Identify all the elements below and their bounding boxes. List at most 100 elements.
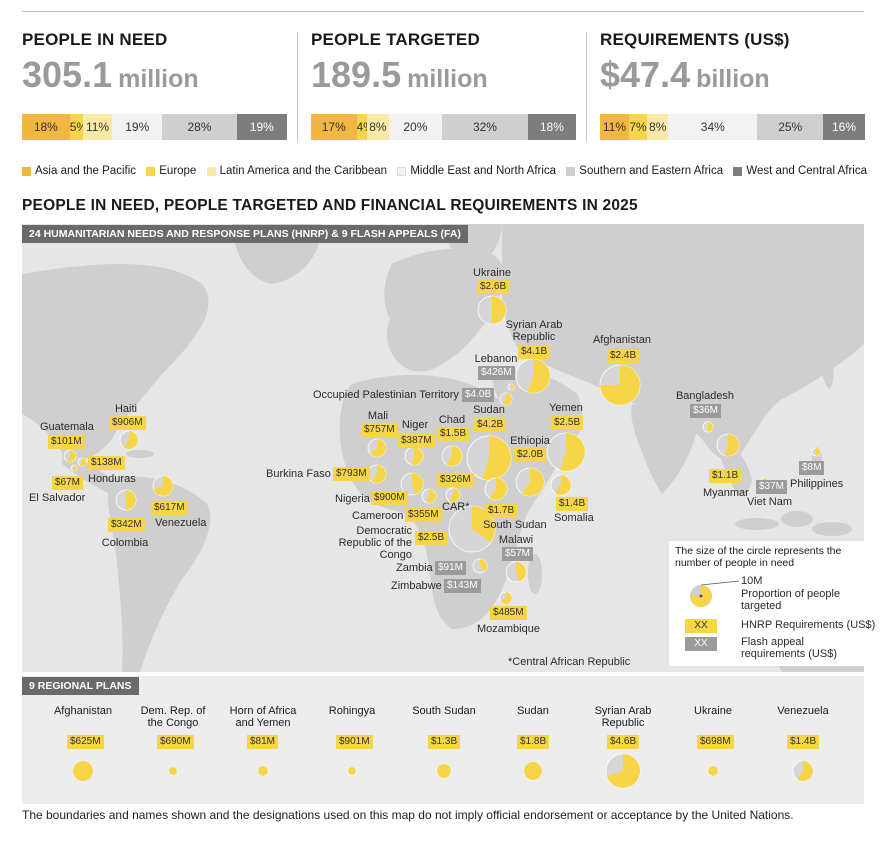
kpi-title: PEOPLE IN NEED bbox=[22, 30, 168, 49]
hnrp-value-sudan: $4.2B bbox=[474, 418, 507, 432]
car-footnote: *Central African Republic bbox=[508, 656, 631, 668]
legend-swatch bbox=[22, 166, 31, 176]
label-afghanistan: Afghanistan bbox=[592, 334, 652, 346]
hnrp-value-myanmar: $1.1B bbox=[709, 469, 742, 483]
fa-value-philippines: $8M bbox=[799, 461, 825, 475]
regional-plan-circle bbox=[72, 760, 94, 782]
top-rule bbox=[22, 11, 864, 12]
regional-section-tag: 9 REGIONAL PLANS bbox=[22, 677, 139, 695]
circle-nigeria bbox=[400, 472, 424, 496]
hnrp-value-burkina: $793M bbox=[333, 467, 370, 481]
circle-afghanistan bbox=[599, 364, 641, 406]
legend-item: Europe bbox=[146, 165, 196, 177]
circle-sudan bbox=[466, 435, 512, 481]
legend-hnrp-swatch: XX bbox=[685, 619, 717, 633]
circle-ukraine bbox=[477, 295, 507, 325]
legend-item: West and Central Africa bbox=[733, 165, 867, 177]
kpi-value: $47.4 billion bbox=[600, 54, 770, 95]
regional-plan-circle bbox=[792, 760, 814, 782]
label-cameroon: Cameroon bbox=[352, 510, 404, 522]
hnrp-value-elsalvador: $67M bbox=[52, 476, 84, 490]
hnrp-value-drc: $2.5B bbox=[415, 531, 448, 545]
share-segment: 19% bbox=[236, 114, 287, 140]
circle-guatemala bbox=[63, 449, 77, 463]
legend-swatch bbox=[733, 166, 743, 176]
hnrp-value-guatemala: $101M bbox=[48, 435, 85, 449]
regional-plan-value: $1.3B bbox=[428, 735, 461, 749]
circle-niger bbox=[404, 446, 424, 466]
label-southsudan: South Sudan bbox=[483, 519, 547, 531]
label-vietnam: Viet Nam bbox=[747, 496, 793, 508]
hnrp-value-yemen: $2.5B bbox=[551, 416, 584, 430]
share-segment: 34% bbox=[668, 114, 758, 140]
share-segment: 5% bbox=[69, 114, 83, 140]
label-ukraine: Ukraine bbox=[473, 267, 511, 279]
regional-plan-circle bbox=[257, 765, 269, 777]
share-segment: 4% bbox=[356, 114, 368, 140]
kpi-requirements: REQUIREMENTS (US$) $47.4 billion bbox=[600, 30, 865, 96]
hnrp-value-somalia: $1.4B bbox=[556, 497, 589, 511]
circle-venezuela bbox=[152, 475, 174, 497]
regional-plan-name: Venezuela bbox=[777, 705, 829, 717]
circle-burkina bbox=[367, 464, 387, 484]
regional-plan-circle bbox=[436, 763, 452, 779]
hnrp-value-southsudan: $1.7B bbox=[485, 504, 518, 518]
fa-value-zimbabwe: $143M bbox=[444, 579, 481, 593]
hnrp-value-niger: $387M bbox=[398, 434, 435, 448]
legend-swatch bbox=[206, 166, 216, 176]
regional-plan-circle bbox=[347, 766, 357, 776]
fa-value-lebanon: $426M bbox=[478, 366, 515, 380]
regional-plan-value: $1.8B bbox=[517, 735, 550, 749]
legend-item: Middle East and North Africa bbox=[397, 165, 556, 177]
region-legend: Asia and the Pacific Europe Latin Americ… bbox=[22, 165, 867, 177]
regional-plan-value: $690M bbox=[157, 735, 194, 749]
hnrp-value-chad: $1.5B bbox=[437, 427, 470, 441]
regional-plan-value: $1.4B bbox=[787, 735, 820, 749]
legend-circle-label: 10M bbox=[741, 575, 763, 587]
regional-circles bbox=[72, 753, 814, 789]
label-chad: Chad bbox=[438, 414, 466, 426]
regional-plan-circle bbox=[523, 761, 543, 781]
legend-item: Southern and Eastern Africa bbox=[566, 165, 723, 177]
share-segment: 18% bbox=[22, 114, 70, 140]
share-bar-people-in-need: 18%5%11%19%28%19% bbox=[22, 114, 287, 140]
regional-plan-circle bbox=[168, 766, 178, 776]
share-segment: 25% bbox=[757, 114, 823, 140]
legend-item: Asia and the Pacific bbox=[22, 165, 136, 177]
legend-heading: The size of the circle represents the nu… bbox=[675, 545, 842, 569]
label-syria: Syrian Arab Republic bbox=[505, 319, 563, 343]
share-segment: 16% bbox=[823, 114, 865, 140]
hnrp-value-car: $326M bbox=[437, 473, 474, 487]
regional-plan-name: Afghanistan bbox=[53, 705, 113, 717]
kpi-value: 305.1 million bbox=[22, 54, 199, 95]
circle-myanmar bbox=[716, 433, 740, 457]
circle-mali bbox=[367, 438, 387, 458]
label-nigeria: Nigeria bbox=[335, 493, 370, 505]
share-segment: 17% bbox=[311, 114, 357, 140]
label-burkina: Burkina Faso bbox=[266, 468, 331, 480]
label-guatemala: Guatemala bbox=[40, 421, 94, 433]
legend-hnrp-label: HNRP Requirements (US$) bbox=[741, 619, 876, 631]
circle-ethiopia bbox=[515, 467, 545, 497]
legend-circle-sample bbox=[690, 580, 740, 607]
circle-zambia bbox=[472, 558, 488, 574]
label-somalia: Somalia bbox=[554, 512, 594, 524]
label-mali: Mali bbox=[367, 410, 389, 422]
label-zimbabwe: Zimbabwe bbox=[391, 580, 442, 592]
hnrp-value-opt: $4.0B bbox=[462, 388, 495, 402]
map-section-tag: 24 HUMANITARIAN NEEDS AND RESPONSE PLANS… bbox=[22, 225, 468, 243]
hnrp-value-afghanistan: $2.4B bbox=[607, 349, 640, 363]
label-haiti: Haiti bbox=[114, 403, 138, 415]
kpi-divider bbox=[297, 32, 298, 142]
circle-bangladesh bbox=[702, 421, 714, 433]
regional-plan-name: Syrian Arab Republic bbox=[594, 705, 652, 729]
circle-colombia bbox=[115, 489, 137, 511]
kpi-people-targeted: PEOPLE TARGETED 189.5 million bbox=[311, 30, 576, 96]
fa-value-bangladesh: $36M bbox=[690, 404, 722, 418]
label-sudan: Sudan bbox=[473, 404, 505, 416]
section-title: PEOPLE IN NEED, PEOPLE TARGETED AND FINA… bbox=[22, 197, 638, 214]
regional-plan-value: $4.6B bbox=[607, 735, 640, 749]
circle-syria bbox=[515, 358, 551, 394]
kpi-people-in-need: PEOPLE IN NEED 305.1 million bbox=[22, 30, 287, 96]
label-myanmar: Myanmar bbox=[703, 487, 749, 499]
